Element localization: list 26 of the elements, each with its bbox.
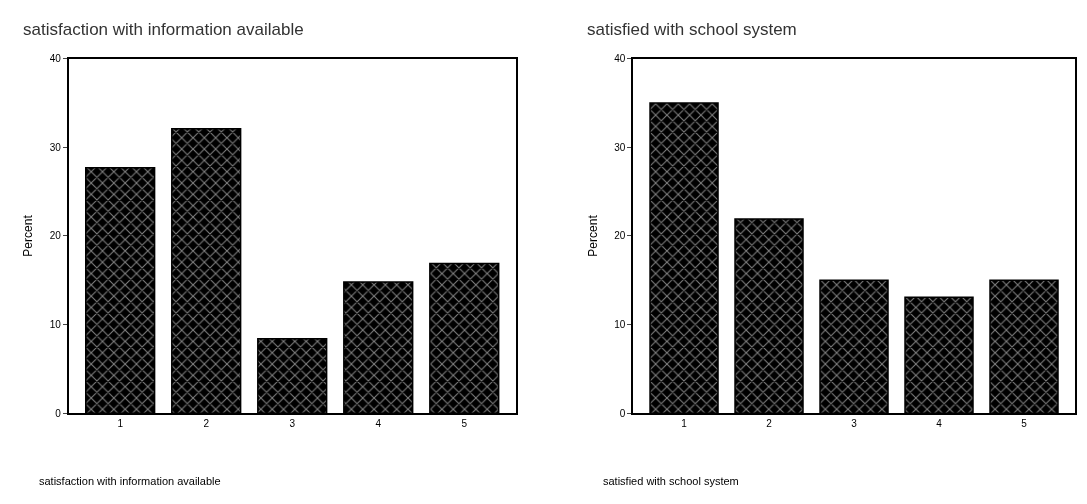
x-tick-label: 2 <box>203 418 210 430</box>
y-tick-label: 20 <box>614 230 626 242</box>
x-tick-label: 3 <box>851 418 858 430</box>
y-axis-title: Percent <box>585 214 600 257</box>
y-tick-label: 10 <box>49 319 62 331</box>
y-tick-label: 40 <box>614 53 626 65</box>
x-axis-title: satisfied with school system <box>603 475 739 487</box>
x-tick-label: 5 <box>1021 418 1028 430</box>
y-tick-label: 40 <box>49 53 62 65</box>
chart-title: satisfaction with information available <box>23 20 304 39</box>
y-tick-label: 20 <box>49 230 62 242</box>
y-tick-label: 30 <box>49 141 62 153</box>
y-tick-label: 0 <box>55 407 62 419</box>
x-tick-label: 4 <box>375 418 382 430</box>
x-tick-label: 5 <box>461 418 468 430</box>
x-tick-label: 1 <box>681 418 688 430</box>
y-tick-label: 30 <box>614 141 626 153</box>
x-axis-title: satisfaction with information available <box>39 475 221 487</box>
x-tick-label: 3 <box>289 418 296 430</box>
y-axis-title: Percent <box>21 214 36 257</box>
x-tick-label: 2 <box>766 418 773 430</box>
chart-title: satisfied with school system <box>587 20 797 39</box>
y-tick-label: 10 <box>614 319 626 331</box>
x-tick-label: 1 <box>117 418 124 430</box>
x-tick-label: 4 <box>936 418 943 430</box>
y-tick-label: 0 <box>619 407 626 419</box>
